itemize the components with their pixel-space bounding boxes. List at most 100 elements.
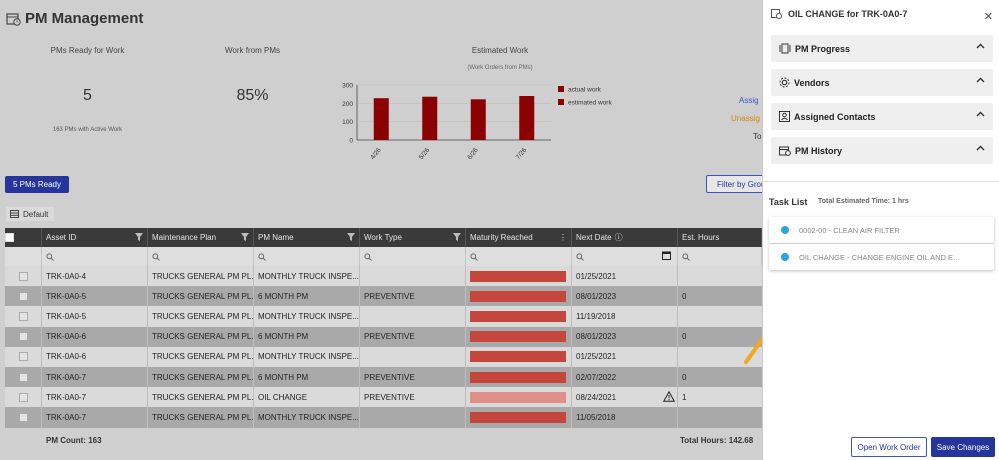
column-header[interactable]: Maintenance Plan xyxy=(148,228,254,247)
pm-name-cell: MONTHLY TRUCK INSPE... xyxy=(254,346,360,367)
column-header[interactable]: Next Date ⓘ xyxy=(572,228,678,247)
asset-id-cell: TRK-0A0-5 xyxy=(42,286,148,307)
task-status-dot xyxy=(781,226,789,234)
unassigned-label[interactable]: Unassig xyxy=(731,114,760,123)
column-header[interactable]: Est. Hours xyxy=(678,228,762,247)
work-type-cell: PREVENTIVE xyxy=(360,326,466,347)
maturity-bar xyxy=(470,351,566,363)
maturity-bar xyxy=(470,270,566,282)
open-work-order-button[interactable]: Open Work Order xyxy=(851,437,927,457)
table-row[interactable]: TRK-0A0-7 TRUCKS GENERAL PM PL... 6 MONTH … xyxy=(5,366,762,388)
work-type-cell xyxy=(360,346,466,367)
column-header-label: Next Date xyxy=(576,233,612,242)
estimated-work-chart: 0 100 200 300 4/26 5/26 6/26 7/26 actual work est… xyxy=(342,83,612,161)
table-row[interactable]: TRK-0A0-5 TRUCKS GENERAL PM PL... MONTHLY … xyxy=(5,306,762,327)
task-item[interactable]: 0002-00 - CLEAN AIR FILTER xyxy=(769,217,994,243)
maturity-cell xyxy=(466,286,572,307)
work-type-cell: PREVENTIVE xyxy=(360,387,466,408)
column-header[interactable]: Asset ID xyxy=(42,228,148,247)
next-date-cell: 01/25/2021 xyxy=(572,346,678,367)
next-date-value: 11/19/2018 xyxy=(576,311,616,321)
table-row[interactable]: TRK-0A0-4 TRUCKS GENERAL PM PL... MONTHLY … xyxy=(5,266,762,287)
legend-swatch xyxy=(558,86,564,92)
column-filter-input[interactable] xyxy=(148,247,254,266)
column-header[interactable]: Work Type xyxy=(360,228,466,247)
save-changes-button[interactable]: Save Changes xyxy=(931,437,995,457)
progress-icon xyxy=(779,43,791,54)
warning-icon xyxy=(662,390,676,404)
maturity-cell xyxy=(466,387,572,408)
close-icon[interactable]: ✕ xyxy=(983,11,993,23)
calendar-icon[interactable] xyxy=(662,251,671,262)
bar-estimated xyxy=(519,96,535,140)
panel-title: OIL CHANGE for TRK-0A0-7 xyxy=(788,8,908,19)
page-title: PM Management xyxy=(25,10,144,27)
filter-icon[interactable] xyxy=(241,232,249,243)
row-checkbox[interactable] xyxy=(5,346,42,367)
table-row[interactable]: TRK-0A0-6 TRUCKS GENERAL PM PL... 6 MONTH … xyxy=(5,326,762,347)
legend-label: actual work xyxy=(568,87,602,94)
column-filter-input[interactable] xyxy=(42,247,148,266)
chevron-up-icon xyxy=(976,111,985,117)
table-row[interactable]: TRK-0A0-5 TRUCKS GENERAL PM PL... 6 MONTH … xyxy=(5,286,762,307)
section-assigned-contacts-label: Assigned Contacts xyxy=(794,111,876,122)
assigned-label[interactable]: Assig xyxy=(739,96,759,105)
work-type-cell xyxy=(360,266,466,287)
table-row[interactable]: TRK-0A0-7 TRUCKS GENERAL PM PL... OIL CHAN… xyxy=(5,387,762,408)
legend-swatch xyxy=(558,99,564,105)
table-icon xyxy=(10,210,19,218)
chevron-up-icon xyxy=(976,145,985,151)
y-tick-label: 0 xyxy=(349,138,353,145)
row-checkbox[interactable] xyxy=(5,266,42,287)
row-checkbox[interactable] xyxy=(5,407,42,428)
total-hours: Total Hours: 142.68 xyxy=(680,436,754,445)
asset-id-cell: TRK-0A0-7 xyxy=(42,366,148,388)
column-filter-input[interactable] xyxy=(360,247,466,266)
section-pm-history-label: PM History xyxy=(795,145,843,156)
row-checkbox[interactable] xyxy=(5,366,42,388)
column-header[interactable]: Maturity Reached ⋮ xyxy=(466,228,572,247)
column-menu-icon[interactable]: ⋮ xyxy=(559,233,567,242)
main-area: PM Management PMs Ready for Work 5 163 P… xyxy=(5,10,762,445)
column-header[interactable]: PM Name xyxy=(254,228,360,247)
table-row[interactable]: TRK-0A0-7 TRUCKS GENERAL PM PL... MONTHLY … xyxy=(5,407,762,428)
column-filter-input[interactable] xyxy=(572,247,678,266)
row-checkbox[interactable] xyxy=(5,286,42,307)
next-date-cell: 11/19/2018 xyxy=(572,306,678,327)
column-filter-input[interactable] xyxy=(678,247,762,266)
filter-by-group-button[interactable]: Filter by Grou xyxy=(706,175,762,193)
chevron-up-icon xyxy=(976,43,985,49)
default-view-button[interactable]: Default xyxy=(6,207,54,221)
select-all-checkbox[interactable] xyxy=(5,228,42,247)
row-checkbox[interactable] xyxy=(5,306,42,327)
column-filter-input[interactable] xyxy=(466,247,572,266)
filter-icon[interactable] xyxy=(135,232,143,243)
section-vendors[interactable]: Vendors xyxy=(771,69,993,96)
next-date-value: 01/25/2021 xyxy=(576,271,617,281)
row-checkbox[interactable] xyxy=(5,326,42,347)
table-row[interactable]: TRK-0A0-6 TRUCKS GENERAL PM PL... MONTHLY … xyxy=(5,346,762,367)
work-type-cell xyxy=(360,306,466,327)
maintenance-plan-cell: TRUCKS GENERAL PM PL... xyxy=(148,326,254,347)
section-pm-history[interactable]: PM History xyxy=(771,137,993,164)
maturity-cell xyxy=(466,306,572,327)
maturity-bar xyxy=(470,391,566,403)
column-filter-input[interactable] xyxy=(254,247,360,266)
next-date-cell: 08/24/2021 xyxy=(572,387,678,408)
info-icon[interactable]: ⓘ xyxy=(614,233,623,242)
asset-id-cell: TRK-0A0-6 xyxy=(42,346,148,367)
section-assigned-contacts[interactable]: Assigned Contacts xyxy=(771,103,993,130)
filter-icon[interactable] xyxy=(453,232,461,243)
pms-ready-button[interactable]: 5 PMs Ready xyxy=(5,176,69,193)
task-item[interactable]: OIL CHANGE - CHANGE ENGINE OIL AND E... xyxy=(769,244,994,270)
next-date-cell: 01/25/2021 xyxy=(572,266,678,287)
kpi-estimated-label: Estimated Work xyxy=(471,46,529,55)
next-date-cell: 11/05/2018 xyxy=(572,407,678,428)
column-header-label: Est. Hours xyxy=(682,233,720,242)
y-tick-label: 300 xyxy=(342,83,353,90)
section-pm-progress[interactable]: PM Progress xyxy=(771,35,993,62)
filter-icon[interactable] xyxy=(347,232,355,243)
history-icon xyxy=(779,146,791,156)
row-checkbox[interactable] xyxy=(5,387,42,408)
maturity-cell xyxy=(466,366,572,388)
